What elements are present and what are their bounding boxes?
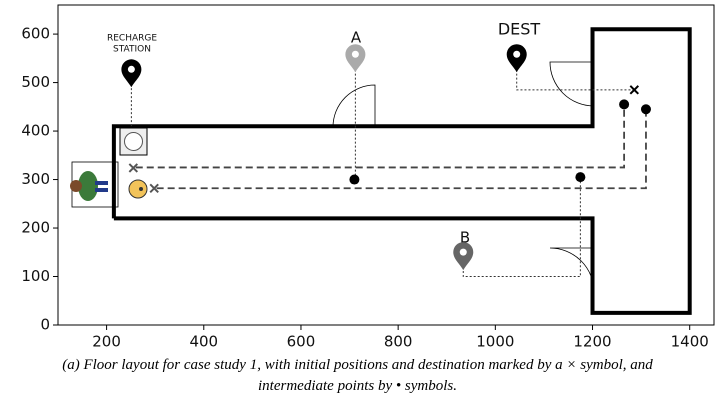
door: [550, 248, 594, 292]
y-tick-label: 400: [21, 122, 50, 140]
route: [136, 104, 624, 167]
location-pin: [121, 59, 141, 87]
intermediate-point: [641, 104, 651, 114]
location-pin: [507, 44, 527, 72]
y-tick-label: 300: [21, 170, 50, 188]
location-pin: [345, 44, 365, 72]
page: RECHARGE STATION A DEST B 20040060080010…: [0, 0, 715, 420]
intermediate-point: [349, 175, 359, 185]
y-tick-label: 500: [21, 73, 50, 91]
y-tick-label: 100: [21, 267, 50, 285]
x-tick-label: 200: [92, 333, 121, 351]
x-tick-label: 400: [189, 333, 218, 351]
pin-center: [513, 51, 520, 58]
pin-center: [460, 249, 467, 256]
annotation: A: [351, 29, 362, 47]
pin-center: [352, 51, 359, 58]
caption: (a) Floor layout for case study 1, with …: [0, 355, 715, 397]
x-tick-label: 1400: [671, 333, 709, 351]
annotation: STATION: [113, 45, 151, 55]
recharge-station: [125, 133, 143, 151]
x-tick-label: 800: [384, 333, 413, 351]
guide: [463, 177, 580, 276]
location-pin: [453, 242, 473, 270]
cross-marker: [630, 86, 638, 94]
intermediate-point: [575, 172, 585, 182]
door: [550, 62, 594, 106]
y-tick-label: 200: [21, 219, 50, 237]
y-tick-label: 0: [40, 316, 50, 334]
intermediate-point: [619, 99, 629, 109]
wall: [114, 29, 690, 313]
y-tick-label: 600: [21, 25, 50, 43]
pin-center: [128, 66, 135, 73]
route: [157, 109, 646, 188]
x-tick-label: 600: [287, 333, 316, 351]
robot-icon: [139, 187, 143, 191]
robot-icon: [129, 180, 147, 198]
x-tick-label: 1200: [573, 333, 611, 351]
door: [333, 85, 375, 127]
person-icon: [70, 171, 108, 201]
guide: [517, 66, 635, 90]
annotation: DEST: [498, 20, 541, 39]
plot-frame: [58, 5, 714, 325]
x-tick-label: 1000: [476, 333, 514, 351]
annotation: RECHARGE: [107, 34, 157, 44]
